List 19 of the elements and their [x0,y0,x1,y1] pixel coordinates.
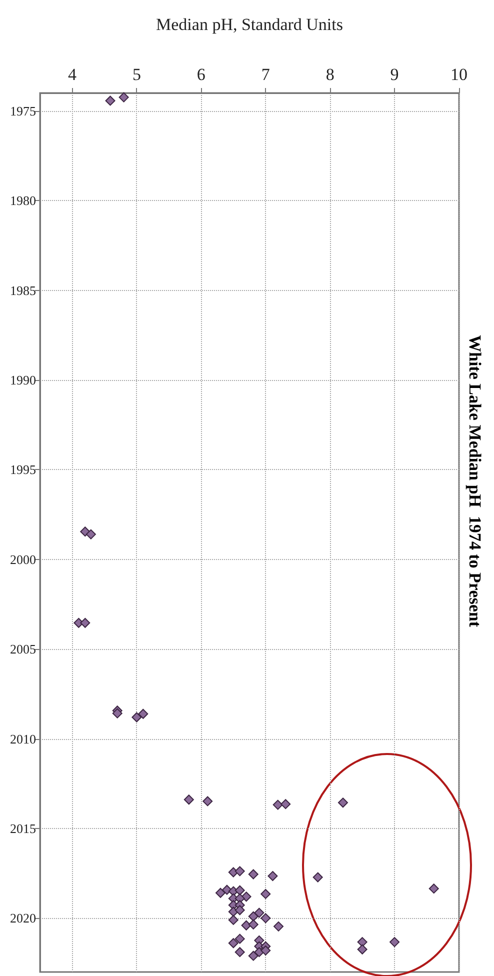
y-tick-label: 1995 [10,462,36,478]
y-tick-label: 1975 [10,103,36,118]
x-tick-label: 8 [326,65,334,84]
y-tick-label: 1990 [10,372,36,388]
x-tick-label: 9 [390,65,399,84]
x-tick-label: 5 [132,65,141,84]
y-tick-label: 2015 [10,820,36,836]
x-axis-title: Median pH, Standard Units [156,15,343,34]
x-tick-label: 10 [450,65,468,84]
y-tick-label: 1985 [10,282,36,298]
y-tick-label: 2020 [10,910,36,926]
y-tick-label: 2000 [10,552,36,567]
x-tick-label: 6 [196,65,206,84]
x-tick-label: 7 [261,65,270,84]
y-tick-label: 2010 [10,731,36,746]
y-tick-label: 1980 [10,193,36,208]
x-tick-label: 4 [68,65,77,84]
y-tick-label: 2005 [10,642,36,657]
text: White Lake Median pH 1974 to Present [466,335,484,628]
